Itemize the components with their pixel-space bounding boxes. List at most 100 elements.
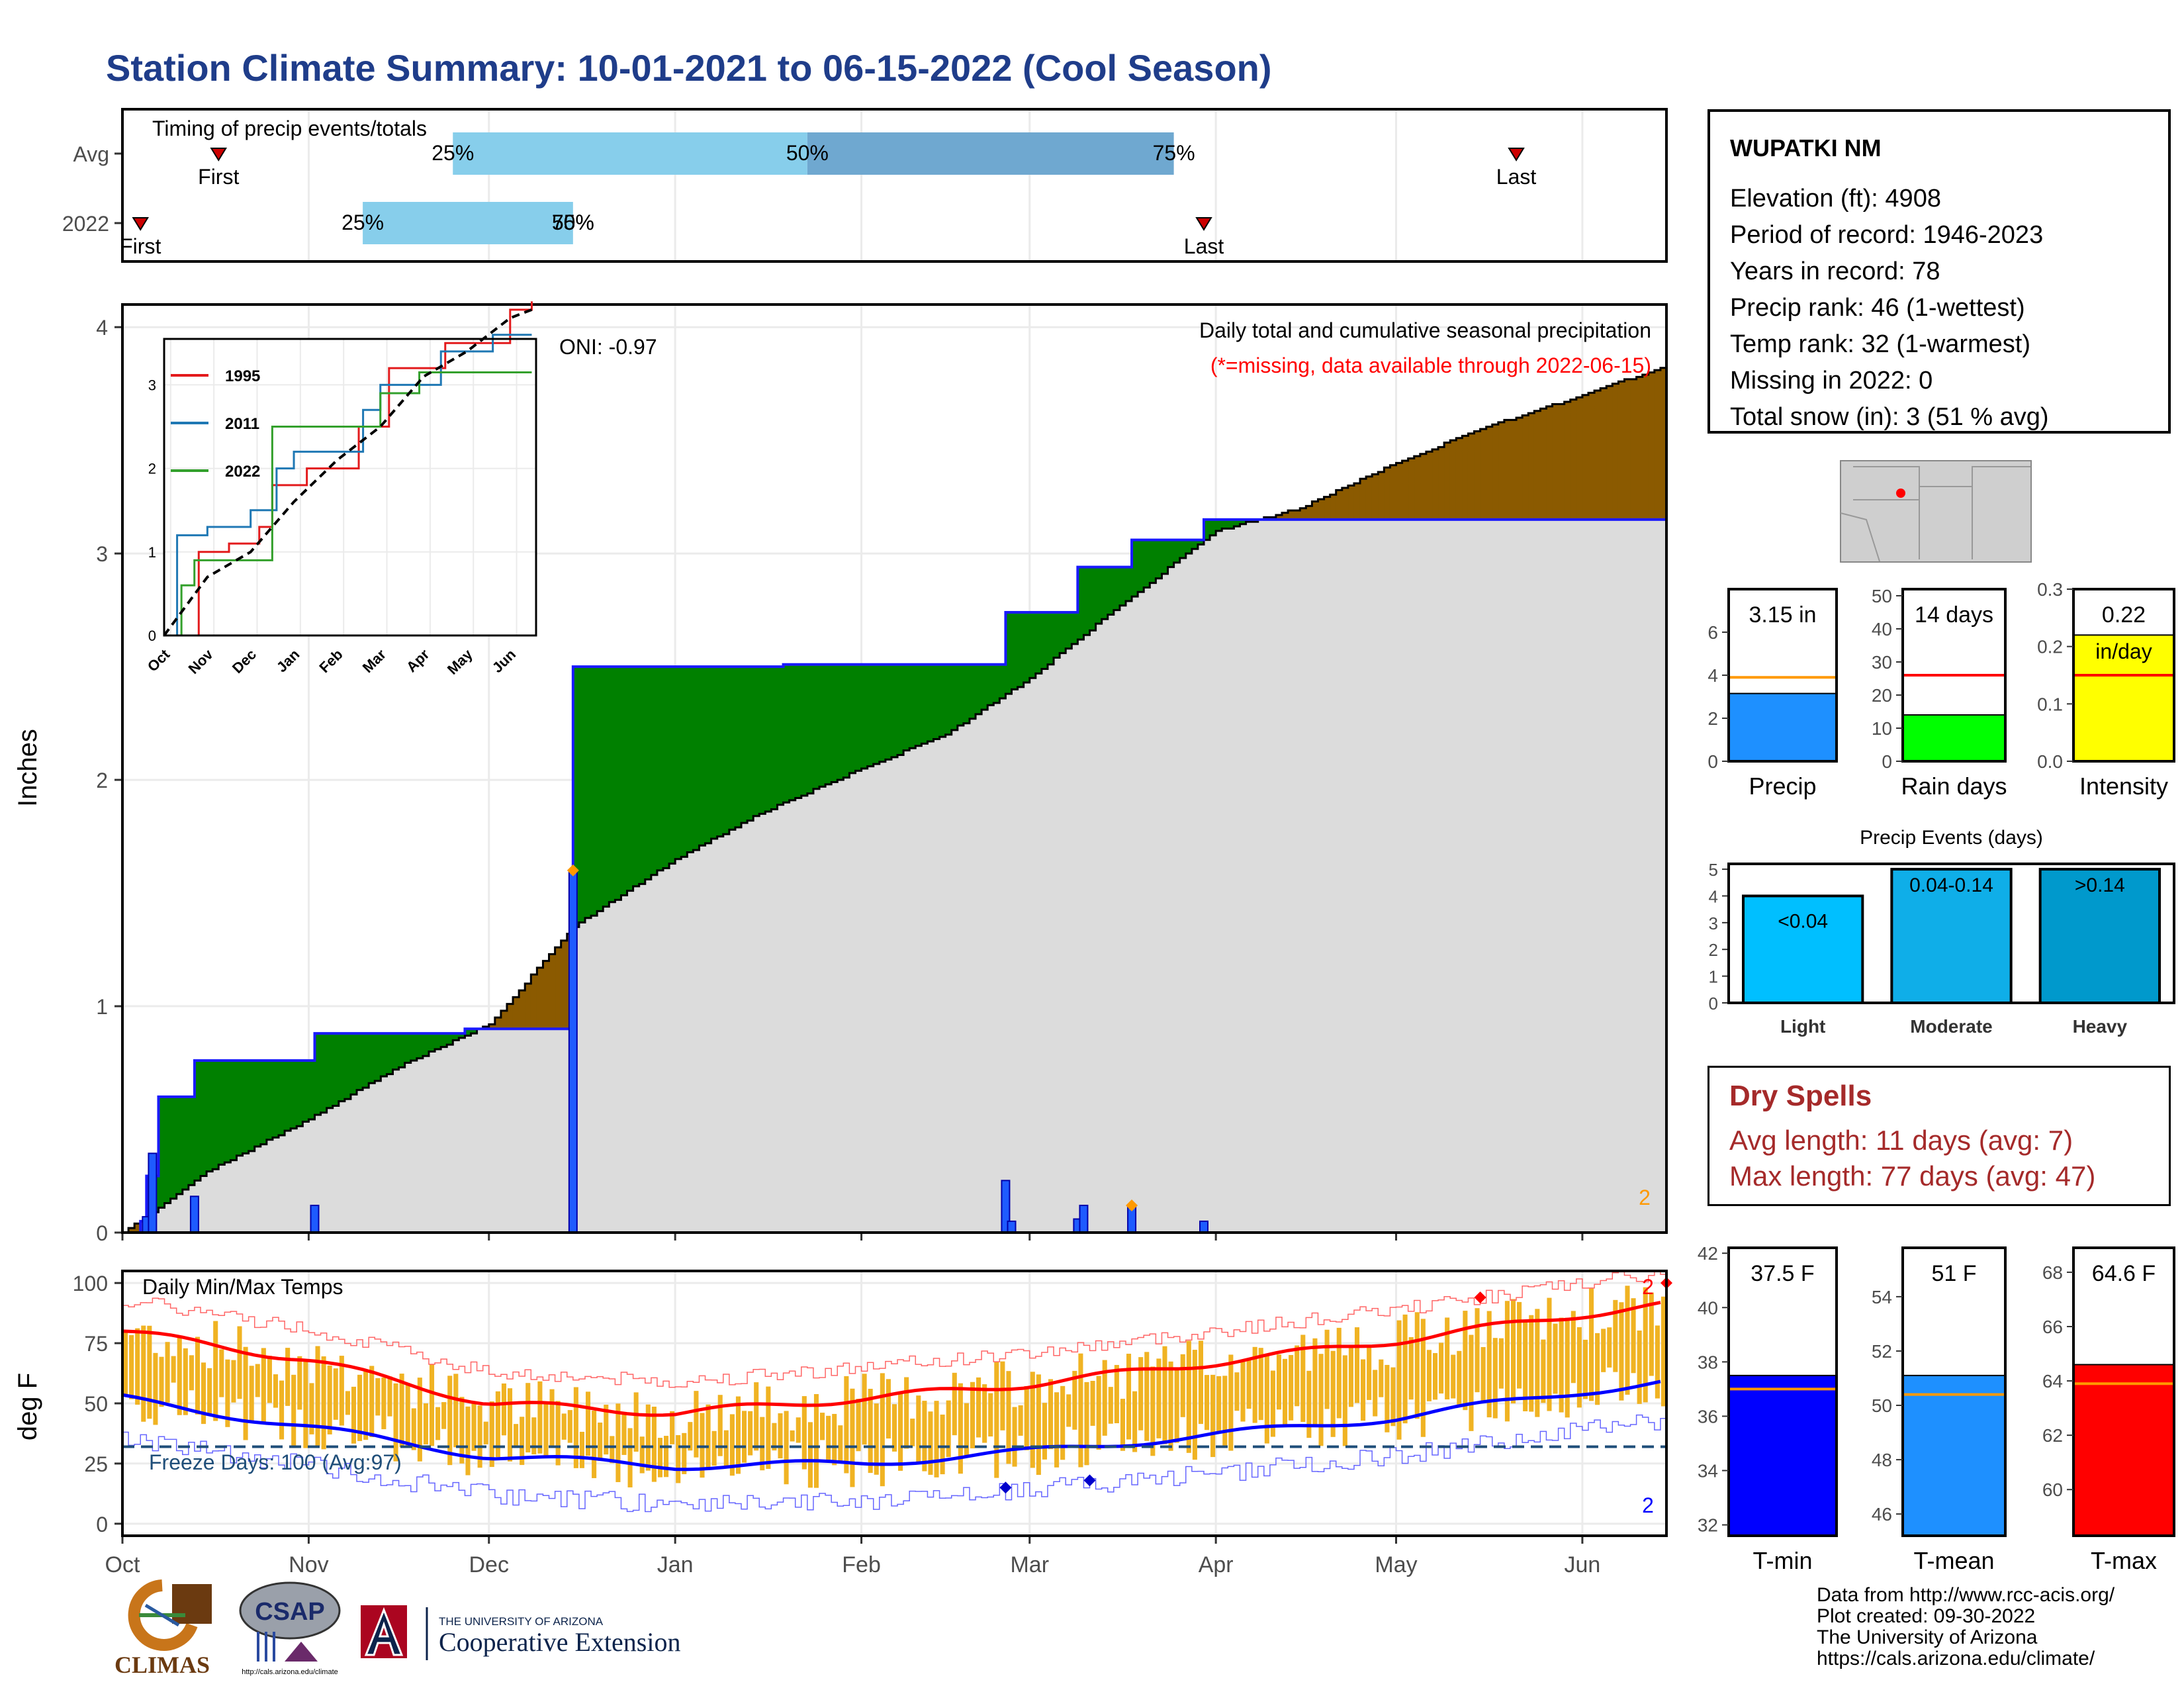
daily-temp-bar [573, 1387, 578, 1468]
daily-temp-bar [165, 1342, 170, 1403]
daily-temp-bar [1553, 1323, 1558, 1394]
daily-temp-bar [826, 1415, 831, 1461]
daily-temp-bar [495, 1391, 500, 1458]
main-y-tick-label: 0 [96, 1221, 108, 1245]
dry-spells-max: Max length: 77 days (avg: 47) [1729, 1160, 2096, 1192]
record-high-marker [1474, 1291, 1486, 1303]
daily-temp-bar [1463, 1311, 1468, 1411]
daily-temp-bar [645, 1404, 651, 1471]
card-value-bar [1728, 692, 1837, 762]
daily-temp-bar [813, 1394, 819, 1488]
ua-logo-big-text: Cooperative Extension [439, 1627, 680, 1657]
daily-temp-bar [1006, 1371, 1011, 1464]
daily-temp-bar [273, 1374, 279, 1408]
card-border [1901, 588, 2007, 763]
daily-temp-bar [471, 1401, 477, 1451]
inset-legend-label: 1995 [225, 367, 260, 385]
events-y-tick-label: 5 [1709, 860, 1718, 880]
daily-temp-bar [249, 1366, 254, 1424]
dry-spells-avg: Avg length: 11 days (avg: 7) [1729, 1125, 2073, 1156]
card-y-tick-label: 60 [2042, 1479, 2063, 1500]
daily-temp-bar [333, 1368, 338, 1420]
temp-x-tick-label: May [1375, 1552, 1417, 1577]
daily-temp-bar [1300, 1335, 1306, 1423]
daily-temp-bar [862, 1374, 867, 1445]
daily-temp-bar [1498, 1338, 1504, 1389]
daily-temp-bar [207, 1368, 212, 1416]
card-y-tick-label: 2 [1707, 708, 1718, 729]
daily-temp-bar [1084, 1382, 1089, 1466]
daily-temp-bar [225, 1359, 230, 1427]
timing-row-label: Avg [73, 142, 109, 166]
daily-temp-bar [904, 1377, 909, 1449]
card-y-tick-label: 50 [1872, 1395, 1892, 1416]
daily-temp-bar [922, 1401, 927, 1472]
daily-temp-bar [1643, 1287, 1648, 1403]
timing-bar-25-50 [453, 132, 807, 175]
daily-temp-bar [1126, 1354, 1132, 1440]
daily-temp-bar [664, 1436, 669, 1477]
station-temp-rank: Temp rank: 32 (1-warmest) [1730, 330, 2031, 358]
daily-temp-bar [1162, 1346, 1167, 1444]
temp-y-tick-label: 0 [96, 1513, 108, 1536]
card-x-label: Rain days [1901, 773, 2007, 800]
daily-temp-bar [1469, 1335, 1474, 1431]
avg-tmax-line [122, 1301, 1661, 1417]
daily-temp-bar [507, 1388, 513, 1462]
card-border [2072, 588, 2175, 763]
daily-temp-bar [1102, 1360, 1107, 1436]
daily-temp-bar [465, 1406, 471, 1476]
timing-panel-title: Timing of precip events/totals [152, 117, 427, 140]
daily-temp-bar [525, 1383, 531, 1453]
daily-temp-bar [621, 1413, 627, 1455]
main-panel-caption: Daily total and cumulative seasonal prec… [1199, 318, 1651, 342]
daily-temp-bar [1114, 1364, 1119, 1424]
daily-temp-bar [1228, 1354, 1234, 1451]
daily-precip-bar [310, 1204, 320, 1233]
inset-y-tick-label: 1 [148, 544, 156, 561]
daily-temp-bar [177, 1336, 182, 1415]
daily-temp-bar [754, 1382, 759, 1451]
daily-temp-bar [309, 1383, 314, 1434]
daily-temp-bar [1036, 1374, 1041, 1476]
daily-temp-bar [1012, 1407, 1017, 1467]
card-x-label: Precip [1749, 773, 1816, 800]
daily-temp-bar [1264, 1355, 1269, 1444]
daily-temp-bar [1048, 1379, 1054, 1450]
timing-last-marker [1195, 217, 1212, 231]
station-elevation: Elevation (ft): 4908 [1730, 185, 1941, 212]
inset-y-tick-label: 3 [148, 377, 156, 393]
record-low-marker [1083, 1474, 1096, 1487]
daily-precip-bar [1079, 1204, 1089, 1233]
daily-temp-bar [579, 1431, 584, 1468]
daily-temp-bar [1348, 1347, 1353, 1407]
daily-temp-bar [880, 1373, 885, 1487]
inset-legend-label: 2022 [225, 463, 260, 481]
daily-temp-bar [393, 1383, 398, 1462]
inset-line-2022 [173, 371, 532, 637]
daily-temp-bar [1385, 1364, 1390, 1432]
daily-temp-bar [135, 1328, 140, 1405]
daily-temp-bar [1156, 1358, 1161, 1438]
daily-temp-bar [844, 1376, 849, 1474]
daily-temp-bar [1631, 1298, 1636, 1374]
card-x-label: T-mean [1913, 1547, 1994, 1574]
daily-temp-bar [279, 1380, 285, 1440]
daily-temp-bar [267, 1356, 272, 1403]
daily-temp-bar [1186, 1340, 1191, 1453]
timing-label-75: 75% [1153, 141, 1195, 165]
timing-row-label: 2022 [62, 212, 109, 236]
ua-logo-small-text: THE UNIVERSITY OF ARIZONA [439, 1615, 604, 1628]
snow-event-marker [567, 864, 579, 876]
daily-temp-bar [387, 1376, 392, 1417]
card-value-bar [1902, 1374, 2006, 1537]
daily-temp-bar [201, 1362, 206, 1425]
daily-temp-bar [850, 1388, 855, 1487]
daily-temp-bar [147, 1325, 152, 1419]
precip-event-category-label: Moderate [1910, 1016, 1992, 1037]
daily-temp-bar [585, 1391, 591, 1456]
daily-temp-bar [711, 1430, 717, 1466]
daily-temp-bar [405, 1383, 410, 1446]
daily-temp-bar [339, 1356, 344, 1426]
events-y-tick-label: 3 [1709, 914, 1718, 933]
